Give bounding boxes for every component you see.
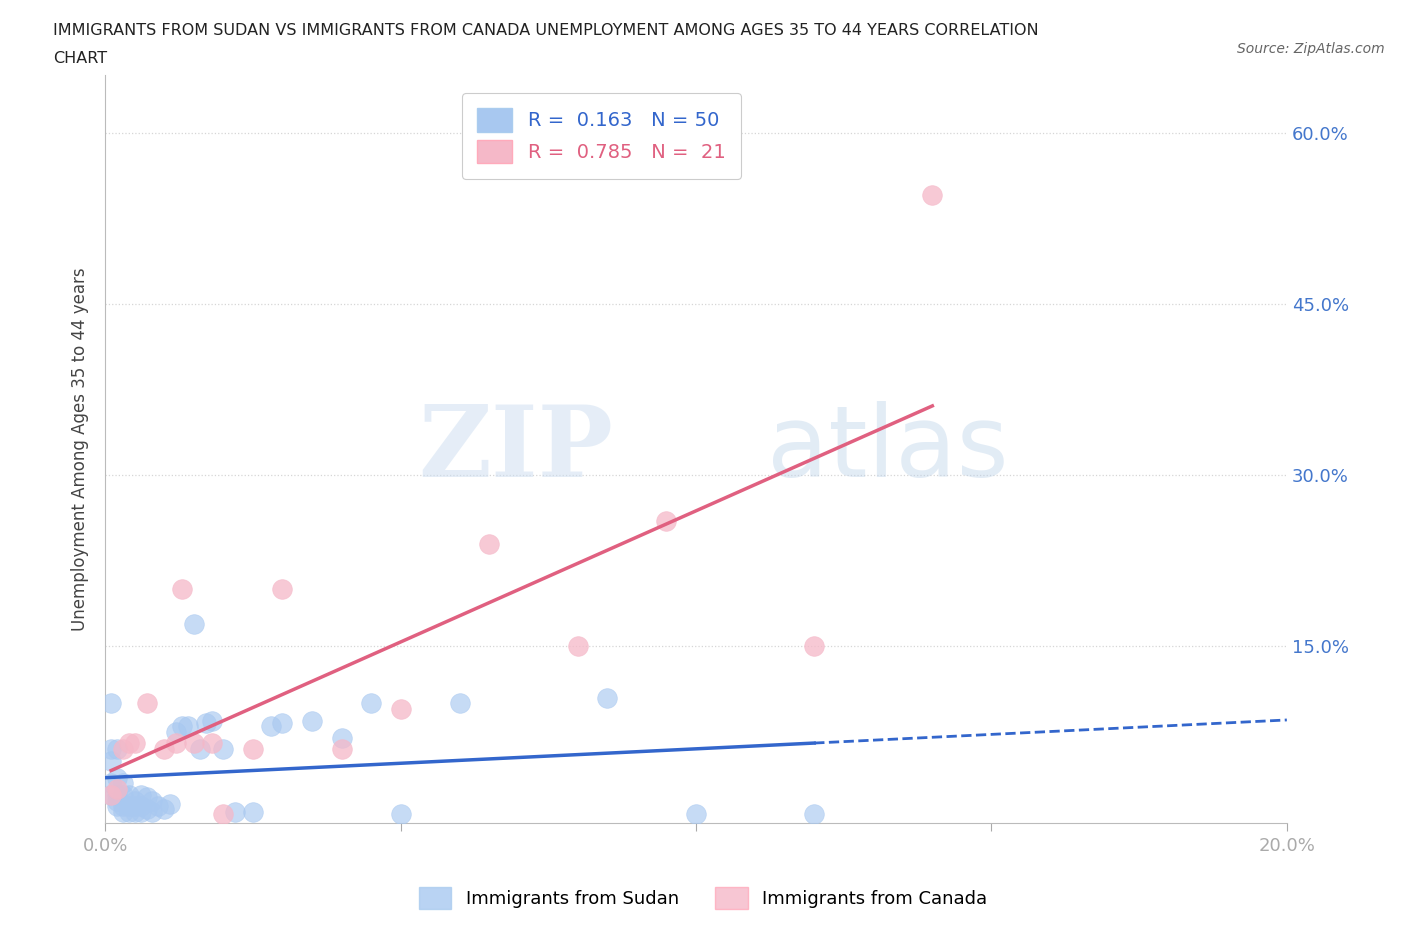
Point: [301, 713, 323, 728]
Point: [118, 788, 141, 803]
Point: [141, 804, 163, 819]
Point: [165, 736, 187, 751]
Point: [200, 713, 222, 728]
Point: [200, 736, 222, 751]
Point: [449, 696, 471, 711]
Point: [389, 807, 412, 822]
Point: [118, 799, 141, 814]
Point: [188, 742, 211, 757]
Point: [271, 715, 294, 730]
Text: CHART: CHART: [53, 51, 107, 66]
Point: [105, 788, 128, 803]
Point: [148, 799, 170, 814]
Text: IMMIGRANTS FROM SUDAN VS IMMIGRANTS FROM CANADA UNEMPLOYMENT AMONG AGES 35 TO 44: IMMIGRANTS FROM SUDAN VS IMMIGRANTS FROM…: [53, 23, 1039, 38]
Point: [100, 753, 122, 768]
Point: [118, 736, 141, 751]
Point: [153, 801, 176, 816]
Point: [129, 804, 152, 819]
Point: [803, 639, 825, 654]
Point: [111, 804, 134, 819]
Point: [685, 807, 707, 822]
Point: [242, 742, 264, 757]
Point: [100, 788, 122, 803]
Text: Source: ZipAtlas.com: Source: ZipAtlas.com: [1237, 42, 1385, 56]
Point: [111, 788, 134, 803]
Point: [111, 776, 134, 790]
Point: [124, 736, 146, 751]
Point: [224, 804, 246, 819]
Point: [330, 730, 353, 745]
Point: [242, 804, 264, 819]
Text: ZIP: ZIP: [419, 401, 613, 498]
Point: [596, 690, 619, 705]
Point: [921, 188, 943, 203]
Point: [803, 807, 825, 822]
Point: [212, 807, 235, 822]
Point: [183, 616, 205, 631]
Point: [105, 781, 128, 796]
Point: [212, 742, 235, 757]
Y-axis label: Unemployment Among Ages 35 to 44 years: Unemployment Among Ages 35 to 44 years: [72, 268, 89, 631]
Point: [655, 513, 678, 528]
Point: [177, 719, 200, 734]
Point: [478, 537, 501, 551]
Point: [141, 793, 163, 808]
Point: [100, 776, 122, 790]
Point: [259, 719, 281, 734]
Legend: R =  0.163   N = 50, R =  0.785   N =  21: R = 0.163 N = 50, R = 0.785 N = 21: [461, 93, 741, 179]
Point: [330, 742, 353, 757]
Legend: Immigrants from Sudan, Immigrants from Canada: Immigrants from Sudan, Immigrants from C…: [412, 880, 994, 916]
Point: [100, 742, 122, 757]
Point: [135, 790, 157, 804]
Point: [118, 804, 141, 819]
Point: [105, 770, 128, 785]
Point: [170, 719, 193, 734]
Point: [194, 715, 217, 730]
Point: [124, 793, 146, 808]
Text: atlas: atlas: [766, 401, 1008, 498]
Point: [105, 742, 128, 757]
Point: [129, 799, 152, 814]
Point: [111, 799, 134, 814]
Point: [135, 696, 157, 711]
Point: [567, 639, 589, 654]
Point: [111, 742, 134, 757]
Point: [100, 696, 122, 711]
Point: [159, 796, 181, 811]
Point: [170, 582, 193, 597]
Point: [129, 788, 152, 803]
Point: [183, 736, 205, 751]
Point: [165, 724, 187, 739]
Point: [124, 804, 146, 819]
Point: [105, 799, 128, 814]
Point: [271, 582, 294, 597]
Point: [124, 799, 146, 814]
Point: [100, 788, 122, 803]
Point: [105, 793, 128, 808]
Point: [135, 801, 157, 816]
Point: [360, 696, 382, 711]
Point: [389, 702, 412, 717]
Point: [153, 742, 176, 757]
